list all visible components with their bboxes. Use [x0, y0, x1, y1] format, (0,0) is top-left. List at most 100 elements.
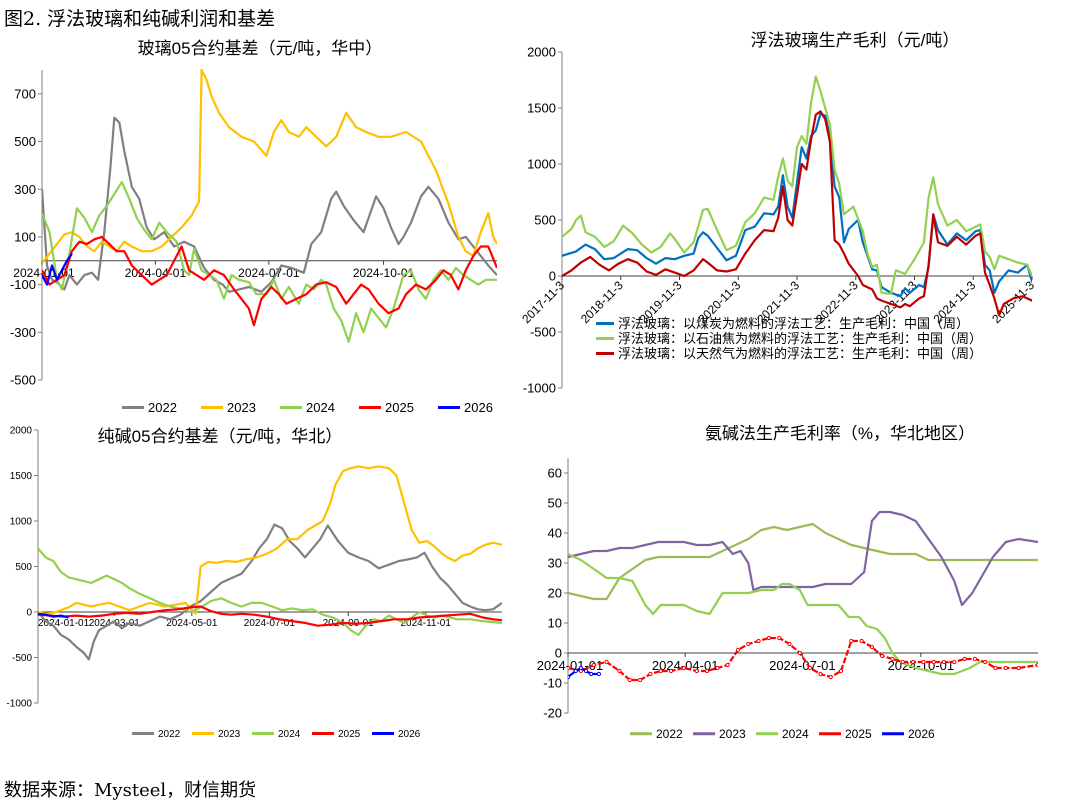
series-point	[869, 644, 874, 650]
series-point	[568, 665, 571, 671]
y-tick-label: -100	[10, 277, 36, 292]
series-point	[777, 635, 782, 641]
legend-label: 2026	[398, 729, 421, 740]
series-line-2	[562, 110, 1032, 317]
y-tick-label: 60	[548, 466, 562, 481]
figure-source: 数据来源：Mysteel，财信期货	[4, 780, 257, 801]
series-line-2	[38, 547, 502, 636]
legend-label: 2022	[656, 727, 683, 741]
x-tick-label: 2024-01-01	[38, 618, 90, 629]
legend-label: 2025	[338, 729, 361, 740]
series-point	[962, 656, 967, 662]
series-point	[910, 659, 916, 665]
x-tick-label: 2024-07-01	[769, 658, 836, 673]
series-point	[617, 668, 622, 674]
y-tick-label: 500	[15, 562, 32, 573]
legend-label: 2023	[227, 400, 256, 415]
legend-label: 2025	[845, 727, 872, 741]
x-tick-label: 2024-07-01	[244, 618, 296, 629]
y-tick-label: -500	[10, 373, 36, 388]
series-point	[756, 638, 761, 644]
y-tick-label: 0	[26, 608, 32, 619]
x-tick-label: 2024-11-01	[401, 618, 452, 629]
series-point	[807, 665, 813, 671]
legend-label: 2022	[148, 400, 177, 415]
series-point	[766, 635, 771, 641]
series-point	[627, 677, 632, 683]
y-tick-label: 40	[548, 526, 562, 541]
series-line-1	[38, 465, 502, 615]
series-point	[583, 668, 589, 674]
series-point	[568, 674, 571, 680]
y-tick-label: 0	[555, 646, 562, 661]
series-point	[746, 641, 751, 647]
y-tick-label: 1500	[10, 471, 33, 482]
legend-label: 2026	[464, 400, 493, 415]
series-point	[921, 659, 926, 665]
chart-title: 浮法玻璃生产毛利（元/吨）	[751, 31, 960, 50]
series-point	[668, 668, 674, 674]
series-line-1	[42, 68, 497, 264]
y-tick-label: 100	[14, 229, 36, 244]
y-tick-label: 2000	[10, 426, 33, 437]
series-point	[941, 659, 947, 665]
y-tick-label: 1500	[527, 101, 556, 116]
y-tick-label: 30	[548, 556, 562, 571]
series-point	[1016, 665, 1021, 671]
series-point	[573, 668, 578, 674]
series-point	[859, 638, 864, 644]
series-line-2	[42, 181, 497, 343]
y-tick-label: 700	[14, 86, 36, 101]
legend-label: 2024	[306, 400, 335, 415]
series-point	[638, 677, 643, 683]
y-tick-label: 2000	[527, 45, 556, 60]
y-tick-label: 20	[548, 586, 562, 601]
legend-label: 2022	[158, 729, 181, 740]
series-point	[725, 662, 730, 668]
series-point	[715, 665, 720, 671]
soda-basis-chart: 纯碱05合约基差（元/吨，华北） 2000 1500 1000 500 0 -500 -100…	[6, 426, 502, 740]
series-point	[787, 641, 792, 647]
legend-label: 2023	[218, 729, 241, 740]
y-tick-label: -1000	[523, 381, 556, 396]
series-point	[880, 653, 885, 659]
series-line-3	[568, 636, 1038, 682]
x-tick-label: 2017-11-3	[520, 278, 567, 326]
series-line-3	[42, 235, 497, 327]
series-line-2	[568, 553, 1038, 676]
y-tick-label: -300	[10, 325, 36, 340]
legend-label: 2023	[719, 727, 746, 741]
legend-label: 2026	[908, 727, 935, 741]
chart-title: 纯碱05合约基差（元/吨，华北）	[98, 427, 343, 446]
series-point	[952, 659, 957, 665]
y-tick-label: -10	[543, 676, 562, 691]
y-tick-label: -500	[530, 325, 556, 340]
x-tick-label: 2024-03-01	[89, 618, 141, 629]
series-line-0	[42, 116, 497, 293]
y-tick-label: 500	[14, 134, 36, 149]
series-point	[648, 671, 653, 677]
series-point	[596, 671, 602, 677]
series-line-4	[42, 252, 73, 286]
series-point	[838, 668, 844, 674]
ammonia-soda-margin-chart: 氨碱法生产毛利率（%，华北地区） 60 50 40 30 20 10 0 -10 -20 2024-…	[537, 425, 1038, 741]
series-point	[890, 656, 895, 662]
series-point	[658, 668, 663, 674]
y-tick-label: 0	[549, 269, 556, 284]
series-line-1	[568, 510, 1038, 607]
glass-basis-chart: 玻璃05合约基差（元/吨，华中） 700 500 300 100 -100 -300 -500…	[10, 39, 497, 415]
legend-label: 浮法玻璃：以煤炭为燃料的浮法工艺：生产毛利：中国（周）	[618, 316, 969, 331]
series-line-0	[568, 522, 1038, 601]
chart-title: 氨碱法生产毛利率（%，华北地区）	[705, 425, 975, 443]
series-point	[704, 668, 710, 674]
series-line-0	[38, 523, 502, 661]
legend-label: 2024	[782, 727, 809, 741]
series-point	[591, 662, 596, 668]
series-point	[578, 665, 583, 671]
legend-label: 2025	[385, 400, 414, 415]
y-tick-label: -20	[543, 706, 562, 721]
series-line-4	[38, 612, 69, 619]
series-point	[931, 659, 936, 665]
series-line-1	[562, 75, 1032, 295]
series-point	[828, 674, 833, 680]
